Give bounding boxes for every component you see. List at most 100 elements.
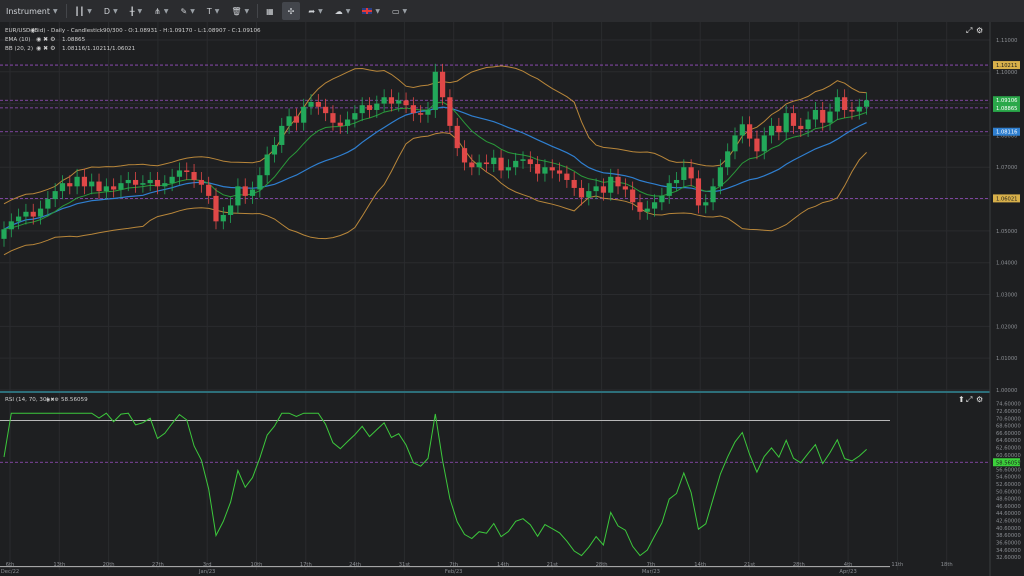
annotate-button[interactable]: T ▼: [201, 0, 226, 22]
chat-button[interactable]: ▭ ▼: [386, 0, 413, 22]
candle-down: [688, 167, 694, 179]
candle-up: [651, 202, 658, 209]
candle-up: [8, 221, 14, 230]
time-tick-label: 7th: [449, 562, 458, 568]
eye-icon[interactable]: ◉: [30, 27, 35, 34]
price-tick-label: 1.05000: [996, 229, 1017, 235]
candle-up: [257, 175, 263, 190]
rsi-tick-label: 40.60000: [996, 526, 1021, 532]
candle-up: [666, 183, 672, 196]
settings-icon[interactable]: ⚙: [976, 395, 983, 404]
indicator-icon: ⋔: [154, 6, 161, 16]
candle-down: [330, 113, 336, 123]
time-tick-label: 21st: [547, 562, 558, 568]
chart-type-button[interactable]: ┃┃ ▼: [69, 0, 98, 22]
eye-icon[interactable]: ◉ ✖ ⚙: [36, 45, 55, 52]
chevron-down-icon: ▼: [53, 7, 58, 15]
expand-icon[interactable]: ⤢: [965, 395, 972, 404]
price-tick-label: 1.07000: [996, 165, 1017, 171]
rsi-tick-label: 68.60000: [996, 424, 1021, 430]
candle-up: [761, 135, 767, 152]
candle-up: [228, 205, 234, 215]
divider: [257, 4, 259, 18]
candle-down: [191, 172, 197, 180]
instrument-label: Instrument: [6, 6, 51, 16]
price-tag-label: 1.06021: [996, 196, 1017, 202]
chart-canvas[interactable]: 1.110001.100001.090001.080001.070001.060…: [0, 22, 1024, 576]
draw-button[interactable]: ✎ ▼: [174, 0, 200, 22]
price-tick-label: 1.11000: [996, 38, 1017, 44]
language-button[interactable]: ▼: [356, 0, 386, 22]
candle-up: [732, 135, 738, 152]
candle-up: [235, 186, 241, 206]
candle-up: [425, 109, 431, 115]
instrument-menu[interactable]: Instrument ▼: [0, 0, 64, 22]
candle-down: [132, 179, 139, 185]
chevron-down-icon: ▼: [345, 7, 351, 15]
candle-up: [739, 124, 745, 136]
candle-up: [344, 119, 351, 126]
delete-icon: 🗑: [231, 6, 242, 16]
candle-up: [125, 179, 131, 184]
candle-up: [374, 103, 380, 110]
cloud-button[interactable]: ☁ ▼: [329, 0, 357, 22]
candle-up: [805, 119, 811, 130]
price-tick-label: 1.02000: [996, 324, 1017, 330]
candle-style-button[interactable]: ╂ ▼: [124, 0, 148, 22]
candle-down: [790, 113, 797, 126]
time-tick-label: 14th: [497, 562, 509, 568]
rsi-line: [3, 412, 867, 557]
candle-up: [768, 125, 775, 136]
rsi-tick-label: 74.60000: [996, 402, 1021, 408]
grid: [0, 22, 991, 576]
candle-up: [103, 186, 109, 192]
candle-up: [542, 167, 548, 174]
settings-icon[interactable]: ⚙: [976, 26, 983, 35]
layout-button[interactable]: ▦: [260, 0, 280, 22]
candle-up: [491, 157, 497, 165]
crosshair-button[interactable]: ✣: [281, 2, 301, 20]
expand-icon[interactable]: ⤢: [965, 26, 972, 35]
time-tick-label: 28th: [793, 562, 805, 568]
candle-down: [556, 170, 563, 174]
delete-button[interactable]: 🗑 ▼: [225, 0, 255, 22]
candle-down: [535, 164, 541, 174]
time-tick-sublabel: Feb/23: [445, 569, 463, 575]
rsi-eye-icon[interactable]: ◉✖⚙: [46, 397, 60, 403]
legend-main-title: EUR/USD (Bid) - Daily - Candlestick: [5, 28, 104, 34]
candle-down: [154, 179, 161, 187]
chevron-down-icon: ▼: [214, 7, 220, 15]
time-tick-label: 18th: [941, 562, 953, 568]
candle-down: [323, 106, 329, 114]
candle-up: [89, 181, 95, 187]
eye-icon[interactable]: ◉ ✖ ⚙: [36, 36, 55, 43]
rsi-panel: [0, 412, 990, 568]
candle-down: [96, 181, 102, 192]
candle-down: [571, 179, 577, 188]
candle-up: [505, 167, 511, 171]
candle-up: [476, 162, 482, 168]
candle-up: [608, 176, 614, 193]
share-button[interactable]: ➦ ▼: [302, 0, 328, 22]
move-up-icon[interactable]: ⬆: [958, 395, 965, 404]
timeframe-menu[interactable]: D ▼: [98, 0, 124, 22]
candle-up: [659, 195, 665, 203]
candle-up: [812, 109, 819, 120]
candle-up: [16, 216, 22, 222]
indicator-button[interactable]: ⋔ ▼: [148, 0, 174, 22]
candle-down: [820, 109, 826, 123]
candle-down: [81, 176, 88, 187]
candle-down: [498, 157, 504, 171]
legend-bb-value: 1.08116/1.10211/1.06021: [62, 46, 136, 52]
time-tick-label: 10th: [251, 562, 263, 568]
price-tick-label: 1.10000: [996, 70, 1017, 76]
chevron-down-icon: ▼: [190, 7, 195, 15]
candle-down: [549, 167, 555, 171]
panel-separator: [0, 391, 990, 393]
price-tag: [993, 96, 1020, 105]
candle-up: [23, 211, 29, 217]
time-tick-label: 28th: [596, 562, 608, 568]
legend-ema: EMA (10): [5, 37, 30, 43]
rsi-tick-label: 36.60000: [996, 540, 1021, 546]
